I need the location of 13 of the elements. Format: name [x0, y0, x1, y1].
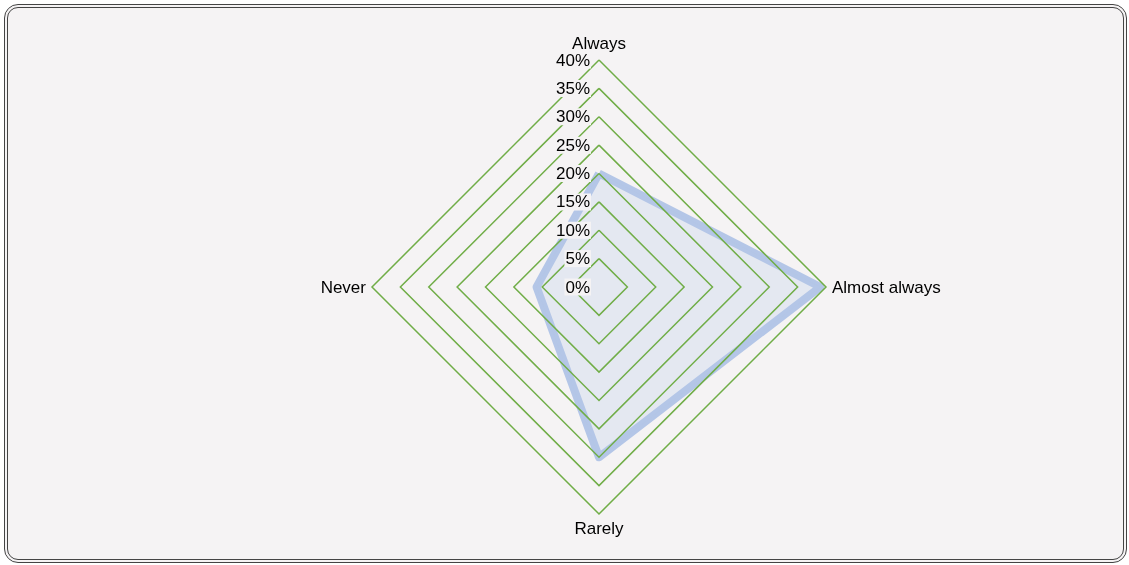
- spoke-label: Never: [320, 277, 367, 297]
- spoke-label: Always: [572, 33, 626, 53]
- y-tick-label: 5%: [565, 249, 590, 269]
- y-tick-label: 0%: [565, 277, 590, 297]
- spoke-label: Almost always: [832, 277, 941, 297]
- y-tick-label: 15%: [555, 192, 590, 212]
- y-tick-label: 40%: [555, 50, 590, 70]
- y-tick-label: 25%: [555, 135, 590, 155]
- y-tick-label: 10%: [555, 220, 590, 240]
- spoke-label: Rarely: [574, 519, 625, 538]
- y-tick-label: 30%: [555, 107, 590, 127]
- y-tick-label: 20%: [555, 164, 590, 183]
- y-tick-label: 35%: [555, 78, 590, 98]
